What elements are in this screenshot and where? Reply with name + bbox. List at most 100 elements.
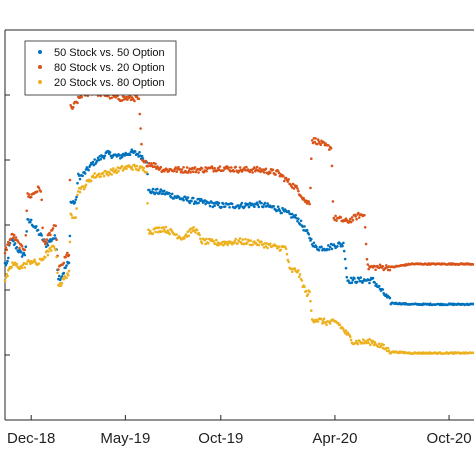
- data-point: [321, 320, 325, 323]
- data-point: [251, 243, 254, 247]
- data-point: [363, 213, 366, 217]
- data-point: [277, 171, 281, 175]
- data-point: [269, 242, 272, 246]
- data-point: [163, 228, 166, 231]
- data-point: [280, 211, 284, 215]
- data-point: [140, 154, 144, 158]
- data-point: [271, 168, 275, 171]
- data-point: [114, 96, 118, 99]
- data-point: [471, 351, 474, 355]
- data-point: [216, 203, 220, 207]
- data-point: [234, 237, 237, 241]
- data-point: [303, 225, 306, 228]
- data-point: [99, 175, 102, 178]
- data-point: [55, 238, 58, 242]
- data-point: [208, 204, 212, 208]
- data-point: [253, 166, 256, 169]
- data-point: [135, 164, 139, 168]
- data-point: [319, 143, 323, 146]
- data-point: [381, 265, 385, 268]
- data-point: [168, 232, 171, 236]
- x-tick-label: Dec-18: [7, 430, 55, 447]
- data-point: [78, 177, 82, 181]
- data-point: [131, 168, 134, 171]
- data-point: [29, 195, 33, 199]
- data-point: [355, 280, 359, 284]
- data-point: [89, 179, 93, 183]
- x-tick-label: Oct-19: [198, 430, 243, 447]
- data-point: [54, 248, 57, 252]
- data-point: [29, 220, 32, 224]
- data-point: [362, 338, 365, 341]
- data-point: [197, 201, 200, 205]
- data-point: [297, 269, 300, 272]
- data-point: [244, 237, 247, 241]
- data-point: [49, 233, 52, 237]
- data-point: [68, 178, 72, 182]
- data-point: [120, 164, 124, 168]
- data-point: [28, 193, 31, 196]
- data-point: [368, 281, 371, 285]
- data-point: [388, 268, 392, 272]
- data-point: [36, 228, 40, 232]
- data-point: [309, 186, 312, 190]
- data-point: [102, 174, 106, 178]
- data-point: [66, 251, 69, 255]
- legend-label: 80 Stock vs. 20 Option: [54, 62, 165, 74]
- legend-marker: [38, 65, 42, 69]
- data-point: [52, 245, 56, 248]
- data-point: [287, 260, 291, 264]
- data-point: [266, 246, 269, 250]
- data-point: [133, 99, 136, 103]
- data-point: [236, 242, 239, 245]
- data-point: [275, 244, 278, 248]
- data-point: [355, 339, 358, 343]
- data-point: [69, 104, 72, 107]
- data-point: [59, 284, 63, 287]
- data-point: [244, 169, 247, 172]
- data-point: [205, 237, 208, 241]
- data-point: [367, 341, 370, 345]
- data-point: [83, 187, 86, 191]
- data-point: [186, 196, 190, 199]
- data-point: [243, 205, 246, 208]
- data-point: [287, 178, 291, 181]
- data-point: [110, 96, 113, 100]
- data-point: [309, 299, 312, 303]
- data-point: [78, 190, 82, 194]
- data-point: [338, 323, 342, 327]
- data-point: [154, 230, 157, 234]
- data-point: [151, 187, 155, 191]
- data-point: [183, 237, 186, 240]
- data-point: [83, 172, 87, 175]
- data-point: [226, 243, 230, 247]
- data-point: [348, 335, 352, 339]
- data-point: [234, 165, 237, 169]
- data-point: [386, 346, 390, 350]
- data-point: [175, 233, 178, 236]
- data-point: [166, 229, 170, 232]
- data-point: [114, 168, 118, 172]
- data-point: [145, 171, 148, 174]
- data-point: [357, 211, 360, 215]
- data-point: [240, 201, 244, 205]
- data-point: [175, 170, 178, 173]
- data-point: [76, 101, 79, 105]
- data-point: [44, 255, 47, 259]
- data-point: [99, 158, 102, 161]
- data-point: [343, 257, 347, 261]
- data-point: [6, 259, 9, 263]
- data-point: [73, 201, 77, 204]
- data-point: [137, 97, 141, 101]
- data-point: [158, 190, 162, 193]
- data-point: [296, 219, 299, 223]
- data-point: [118, 154, 121, 157]
- data-point: [374, 268, 377, 272]
- data-point: [212, 240, 215, 243]
- data-point: [310, 157, 313, 160]
- data-point: [261, 205, 265, 209]
- data-point: [58, 274, 61, 278]
- data-point: [147, 228, 150, 232]
- data-point: [20, 255, 24, 258]
